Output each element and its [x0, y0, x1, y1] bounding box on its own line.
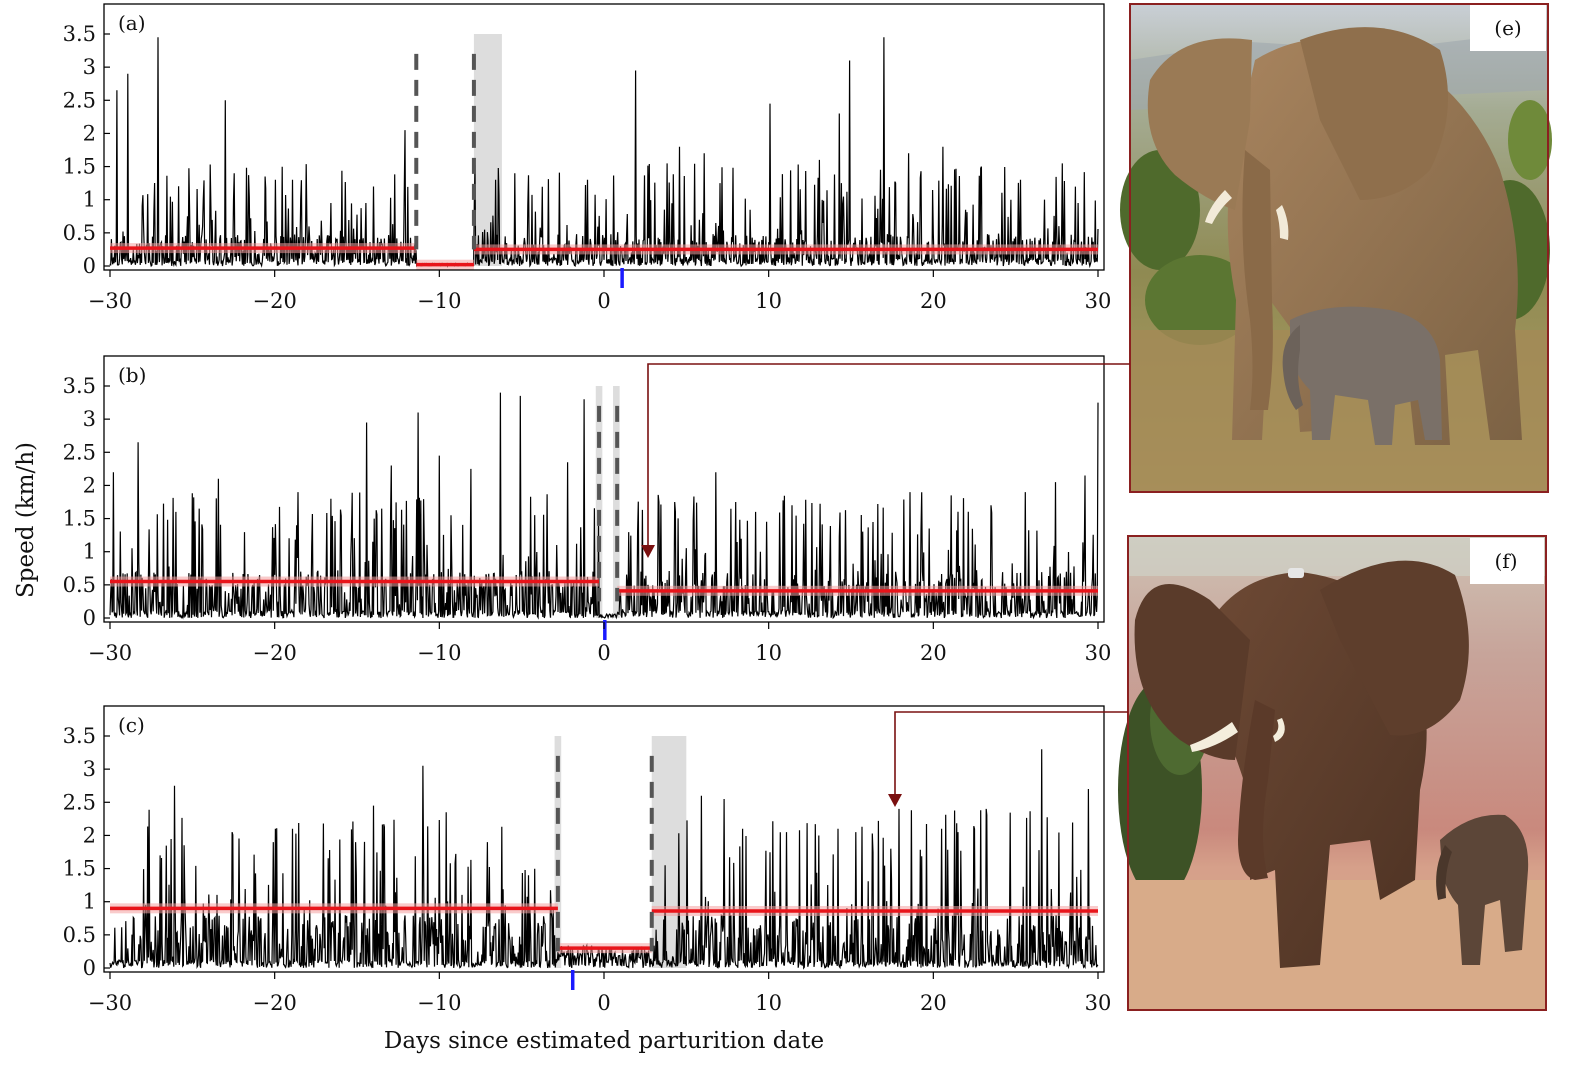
elephant-cow-f: [1134, 560, 1469, 968]
photo-f-label: (f): [1494, 549, 1517, 573]
x-tick-label: 0: [597, 289, 610, 313]
photo-f: (f): [1118, 535, 1547, 1011]
speed-trace: [109, 37, 1099, 269]
panel-a: 0 0.5 1 1.5 2 2.5 3 3.5 −30 −20 −10 0 10 20 30 (a): [63, 3, 1112, 313]
x-tick-label: −30: [88, 289, 132, 313]
y-tick-label: 0.5: [63, 923, 96, 947]
panel-c: 0 0.5 1 1.5 2 2.5 3 3.5 −30 −20 −10 0 10 20 30 (c): [63, 705, 1112, 1015]
y-tick-label: 3: [83, 55, 96, 79]
x-tick-label: −20: [253, 991, 297, 1015]
speed-trace: [109, 392, 1099, 620]
y-tick-label: 0.5: [63, 573, 96, 597]
shaded-region: [613, 386, 620, 618]
panel-b: 0 0.5 1 1.5 2 2.5 3 3.5 −30 −20 −10 0 10 20 30 (b): [63, 355, 1112, 665]
y-tick-label: 3.5: [63, 374, 96, 398]
shaded-region: [554, 736, 562, 968]
arrow-b-head: [641, 545, 655, 558]
x-axis-title: Days since estimated parturition date: [384, 1028, 824, 1054]
x-tick-label: 10: [755, 641, 782, 665]
x-tick-label: −20: [253, 641, 297, 665]
arrow-c-to-f: [894, 711, 1128, 796]
y-tick-label: 3: [83, 407, 96, 431]
y-tick-label: 1.5: [63, 507, 96, 531]
y-tick-label: 0: [83, 254, 96, 278]
x-tick-label: 10: [755, 289, 782, 313]
y-tick-label: 0: [83, 956, 96, 980]
x-tick-label: 20: [920, 991, 947, 1015]
y-tick-label: 1: [83, 188, 96, 212]
photo-e-label: (e): [1494, 16, 1521, 40]
shaded-region: [595, 386, 603, 618]
y-tick-label: 2.5: [63, 88, 96, 112]
x-tick-label: −30: [88, 641, 132, 665]
shaded-region: [651, 736, 687, 968]
y-tick-label: 1: [83, 890, 96, 914]
arrow-b-to-e: [647, 363, 1130, 548]
x-tick-label: −20: [253, 289, 297, 313]
y-axis-title: Speed (km/h): [13, 442, 39, 598]
y-tick-label: 0: [83, 606, 96, 630]
y-tick-label: 2: [83, 473, 96, 497]
x-tick-label: −10: [417, 641, 461, 665]
y-tick-label: 1: [83, 540, 96, 564]
x-tick-label: −30: [88, 991, 132, 1015]
y-tick-label: 2: [83, 121, 96, 145]
speed-trace: [109, 749, 1099, 970]
panel-label: (c): [118, 713, 145, 737]
photo-e-frame: [1129, 3, 1549, 493]
y-tick-label: 3: [83, 757, 96, 781]
panel-label: (a): [118, 11, 146, 35]
calf-f: [1436, 814, 1529, 965]
arrow-c-head: [888, 794, 902, 807]
panel-label: (b): [118, 363, 146, 387]
photo-e: (e): [1120, 3, 1552, 493]
photo-f-frame: [1127, 535, 1547, 1011]
x-tick-label: 20: [920, 289, 947, 313]
x-tick-label: 20: [920, 641, 947, 665]
y-tick-label: 0.5: [63, 221, 96, 245]
x-tick-label: 30: [1085, 991, 1112, 1015]
y-tick-label: 3.5: [63, 724, 96, 748]
y-tick-label: 3.5: [63, 22, 96, 46]
y-tick-label: 1.5: [63, 155, 96, 179]
shaded-region: [473, 34, 502, 266]
x-tick-label: 30: [1085, 641, 1112, 665]
x-tick-label: 10: [755, 991, 782, 1015]
x-tick-label: 0: [597, 641, 610, 665]
connector-arrows: [641, 363, 1130, 807]
y-tick-label: 2: [83, 823, 96, 847]
x-tick-label: −10: [417, 289, 461, 313]
y-tick-label: 2.5: [63, 790, 96, 814]
y-tick-label: 1.5: [63, 857, 96, 881]
x-tick-label: 0: [597, 991, 610, 1015]
x-tick-label: 30: [1085, 289, 1112, 313]
y-tick-label: 2.5: [63, 440, 96, 464]
calf-e: [1282, 306, 1442, 445]
x-tick-label: −10: [417, 991, 461, 1015]
chart-panels: 00.511.522.533.5−30 −20 −10 0 10 20 30(a)00.51…: [63, 3, 1112, 1015]
